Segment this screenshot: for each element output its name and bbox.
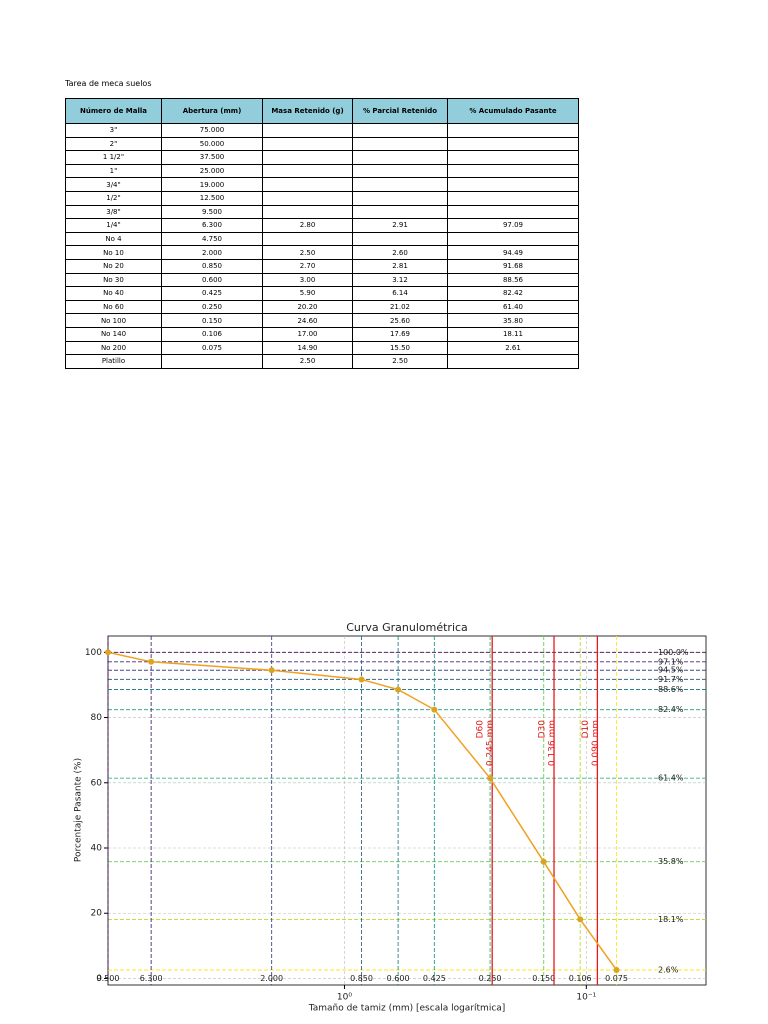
grading-curve <box>107 651 618 971</box>
column-header: Número de Malla <box>65 98 162 124</box>
hline-label: 97.1% <box>658 657 684 666</box>
hline-label: 61.4% <box>658 774 684 783</box>
data-point <box>431 706 438 713</box>
hline-label: 94.5% <box>658 666 684 675</box>
hline-label: 88.6% <box>658 685 684 694</box>
table-row: 3/4" 19.000 <box>65 177 579 192</box>
sieve-label: 0.850 <box>350 974 373 983</box>
sieve-label: 0.250 <box>479 974 502 983</box>
y-tick-label: 0 <box>96 974 102 984</box>
data-point <box>487 775 494 782</box>
diameter-value: 0.090 mm <box>591 720 601 766</box>
sieve-label: 0.600 <box>387 974 410 983</box>
column-header: % Parcial Retenido <box>352 98 448 124</box>
table-row: 3/8" 9.500 <box>65 204 579 220</box>
hline-label: 91.7% <box>658 675 684 684</box>
sieve-label: 2.000 <box>260 974 283 983</box>
table-row: No 10 2.000 2.50 2.60 94.49 <box>65 245 579 260</box>
table-row: No 100 0.150 24.60 25.60 35.80 <box>65 313 579 328</box>
data-point <box>358 676 365 683</box>
table-cell: 2.50 <box>352 354 448 369</box>
hline-label: 2.6% <box>658 965 679 974</box>
data-point <box>613 966 620 973</box>
y-tick-label: 60 <box>91 778 103 788</box>
header-row: Número de Malla Abertura (mm) Masa Retenid… <box>65 98 579 124</box>
x-tick-label: 10⁻¹ <box>576 993 596 1003</box>
sieve-label: 0.106 <box>569 974 592 983</box>
y-tick-label: 40 <box>91 844 103 854</box>
column-header: Abertura (mm) <box>161 98 263 124</box>
diameter-name: D10 <box>581 720 591 739</box>
data-point <box>268 667 275 674</box>
table-row: 1/4" 6.300 2.80 2.91 97.09 <box>65 218 579 233</box>
data-point <box>540 858 547 865</box>
column-header: Masa Retenido (g) <box>262 98 353 124</box>
sieve-label: 0.425 <box>423 974 446 983</box>
table-row: No 140 0.106 17.00 17.69 18.11 <box>65 326 579 342</box>
diameter-name: D30 <box>538 720 548 739</box>
y-tick-label: 20 <box>91 909 103 919</box>
x-tick-label: 10⁰ <box>337 993 352 1003</box>
hline-label: 35.8% <box>658 857 684 866</box>
x-axis-label: Tamaño de tamiz (mm) [escala logarítmica… <box>308 1004 506 1014</box>
table-row: No 40 0.425 5.90 6.14 82.42 <box>65 286 579 301</box>
sieve-table: Número de Malla Abertura (mm) Masa Retenid… <box>65 98 579 369</box>
table-row: Platillo 2.50 2.50 <box>65 354 579 369</box>
y-axis-label: Porcentaje Pasante (%) <box>74 758 84 862</box>
diameter-value: 0.245 mm <box>486 720 496 766</box>
data-point <box>105 649 111 656</box>
table-row: 3" 75.000 <box>65 123 579 138</box>
diameter-name: D60 <box>476 720 486 739</box>
sieve-label: 0.150 <box>532 974 555 983</box>
hline-label: 18.1% <box>658 915 684 924</box>
chart-title: Curva Granulométrica <box>346 621 468 634</box>
sieve-label: 9.500 <box>97 974 120 983</box>
table-cell: Platillo <box>65 354 162 369</box>
table-row: 1" 25.000 <box>65 163 579 179</box>
sieve-label: 6.300 <box>140 974 163 983</box>
y-tick-label: 80 <box>91 713 103 723</box>
sieve-label: 0.075 <box>605 974 628 983</box>
y-tick-label: 100 <box>85 648 102 658</box>
table-row: 2" 50.000 <box>65 136 579 152</box>
data-point <box>148 658 155 665</box>
table-cell <box>447 354 579 369</box>
hline-label: 82.4% <box>658 705 684 714</box>
data-point <box>395 686 402 693</box>
diameter-value: 0.136 mm <box>548 720 558 766</box>
data-point <box>577 916 584 923</box>
table-row: 1/2" 12.500 <box>65 190 579 206</box>
hline-label: 100.0% <box>658 648 689 657</box>
column-header: % Acumulado Pasante <box>447 98 579 124</box>
caption: Tarea de meca suelos <box>65 79 152 88</box>
table-row: No 60 0.250 20.20 21.02 61.40 <box>65 299 579 315</box>
